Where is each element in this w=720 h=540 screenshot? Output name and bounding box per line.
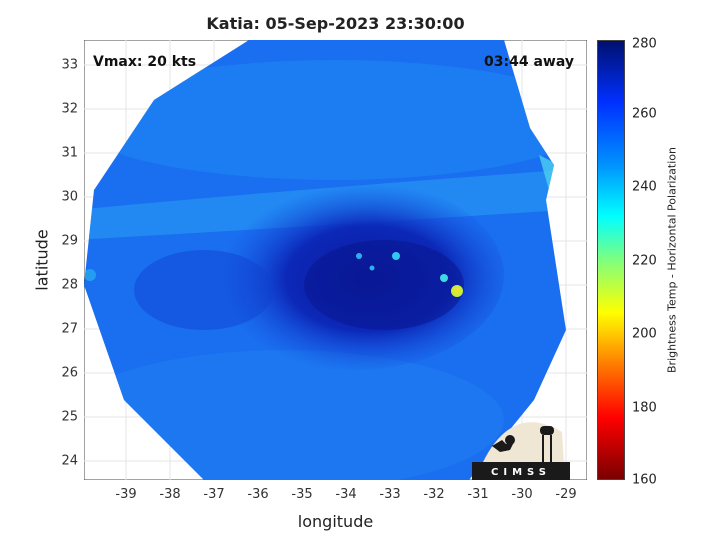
- y-tick-label: 24: [61, 453, 78, 469]
- colorbar: [597, 40, 625, 480]
- y-tick-label: 26: [61, 365, 78, 381]
- x-tick-label: -29: [555, 487, 577, 502]
- satellite-dish-icon: [492, 440, 514, 452]
- water-tower-icon: [540, 426, 554, 435]
- time-away-label: 03:44 away: [484, 54, 574, 70]
- x-tick-label: -37: [203, 487, 225, 502]
- colorbar-tick-label: 200: [632, 326, 657, 342]
- colorbar-tick-label: 280: [632, 36, 657, 52]
- x-tick-label: -39: [115, 487, 137, 502]
- brightness-swath: [84, 40, 566, 480]
- colorbar-label: Brightness Temp - Horizontal Polarizatio…: [665, 147, 679, 373]
- x-tick-label: -36: [247, 487, 269, 502]
- x-tick-label: -34: [335, 487, 357, 502]
- map-title: Katia: 05-Sep-2023 23:30:00: [206, 14, 465, 33]
- convective-spot: [392, 252, 400, 260]
- map-plot: [84, 40, 587, 480]
- convective-spot: [440, 274, 448, 282]
- colorbar-tick-label: 180: [632, 400, 657, 416]
- colorbar-tick-label: 260: [632, 106, 657, 122]
- x-tick-label: -35: [291, 487, 313, 502]
- colorbar-tick-label: 220: [632, 253, 657, 269]
- vmax-label: Vmax: 20 kts: [93, 54, 197, 70]
- y-tick-label: 31: [61, 145, 78, 161]
- y-tick-label: 29: [61, 233, 78, 249]
- y-tick-label: 28: [61, 277, 78, 293]
- colorbar-tick-label: 240: [632, 179, 657, 195]
- x-axis-label: longitude: [297, 512, 374, 531]
- cimss-logo: CIMSS: [472, 422, 570, 480]
- y-tick-label: 25: [61, 409, 78, 425]
- x-tick-label: -32: [423, 487, 445, 502]
- convective-spot: [369, 265, 375, 271]
- x-tick-label: -31: [467, 487, 489, 502]
- x-tick-label: -33: [379, 487, 401, 502]
- y-tick-label: 27: [61, 321, 78, 337]
- y-tick-label: 30: [61, 189, 78, 205]
- x-tick-label: -38: [159, 487, 181, 502]
- colorbar-tick-label: 160: [632, 472, 657, 488]
- y-tick-label: 32: [61, 101, 78, 117]
- convective-spot: [356, 253, 362, 259]
- x-tick-label: -30: [511, 487, 533, 502]
- y-tick-label: 33: [61, 57, 78, 73]
- logo-text: CIMSS: [491, 467, 551, 478]
- y-axis-label: latitude: [32, 229, 52, 291]
